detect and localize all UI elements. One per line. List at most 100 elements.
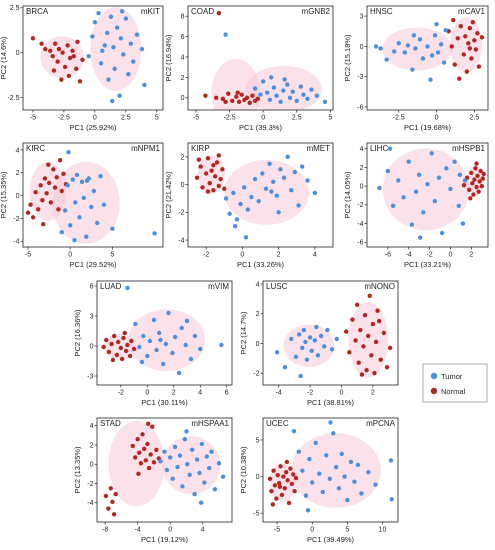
point-normal-2 <box>350 317 355 322</box>
x-axis-label: PC1 (25.92%) <box>69 123 117 132</box>
plot-area-lusc <box>274 293 393 379</box>
point-tumor-2 <box>137 344 142 350</box>
point-normal-10 <box>476 189 481 194</box>
point-tumor-14 <box>325 327 330 333</box>
point-tumor-15 <box>126 71 131 77</box>
point-tumor-11 <box>117 93 122 98</box>
point-tumor-6 <box>409 222 415 227</box>
point-normal-9 <box>62 64 68 70</box>
point-tumor-10 <box>285 82 290 87</box>
point-normal-1 <box>28 202 33 207</box>
plot-frame-coad <box>187 5 334 111</box>
x-tick-label: 5 <box>328 115 332 122</box>
point-tumor-6 <box>303 339 308 345</box>
point-normal-10 <box>469 56 474 61</box>
legend-marker-tumor <box>430 372 438 380</box>
point-normal-9 <box>121 335 126 341</box>
panel-title: BRCA <box>26 7 49 16</box>
x-axis-label: PC1 (33.26%) <box>237 260 285 269</box>
panel-gene: mVIM <box>208 282 229 291</box>
point-tumor-13 <box>121 52 126 57</box>
point-tumor-19 <box>322 99 328 105</box>
point-normal-0 <box>343 329 349 334</box>
point-tumor-6 <box>74 172 80 178</box>
point-tumor-26 <box>305 508 311 513</box>
point-tumor-18 <box>314 324 319 330</box>
point-tumor-0 <box>90 34 95 39</box>
panel-lihc: -6 -4 -2 0 2 -6 -4 -2 0 2 4 LIHC mHSPB1 PC1 (33.21%) P… <box>343 142 489 269</box>
point-tumor-18 <box>285 154 290 160</box>
point-normal-1 <box>106 506 111 511</box>
point-tumor-8 <box>307 335 313 340</box>
point-tumor-27 <box>276 210 281 215</box>
point-tumor-22 <box>216 461 222 466</box>
panel-lusc: -4 -2 0 2 -2 0 2 4 LUSC mNONO PC1 (38.81%) PC2 (14.… <box>239 280 399 407</box>
plot-area-kirp <box>194 153 318 240</box>
point-normal-18 <box>381 330 387 336</box>
point-tumor-3 <box>260 79 266 84</box>
x-axis-label: PC1 (39.3%) <box>239 123 282 132</box>
point-normal-15 <box>110 357 116 363</box>
point-tumor-20 <box>84 178 90 183</box>
point-normal-17 <box>80 57 85 62</box>
point-tumor-24 <box>388 458 394 463</box>
panel-title: KIRP <box>191 144 210 153</box>
x-tick-label: 2.5 <box>121 115 131 122</box>
point-tumor-16 <box>128 41 133 46</box>
point-normal-18 <box>467 46 473 51</box>
point-normal-14 <box>74 66 79 71</box>
x-axis-label: PC1 (39.49%) <box>307 535 355 544</box>
point-tumor-5 <box>267 97 273 103</box>
point-tumor-6 <box>241 185 247 190</box>
point-tumor-13 <box>267 161 272 166</box>
point-tumor-9 <box>160 361 166 367</box>
y-tick-label: 6 <box>90 283 94 290</box>
point-tumor-16 <box>199 441 205 447</box>
point-tumor-18 <box>352 479 357 484</box>
point-tumor-8 <box>278 99 283 105</box>
panel-title: UCEC <box>266 419 289 428</box>
point-tumor-10 <box>420 56 426 61</box>
y-tick-label: 3 <box>360 13 364 20</box>
point-normal-14 <box>475 31 480 36</box>
point-tumor-13 <box>322 344 327 349</box>
point-tumor-3 <box>68 223 73 228</box>
point-normal-3 <box>353 338 358 343</box>
point-tumor-12 <box>189 447 195 452</box>
point-tumor-15 <box>438 42 444 47</box>
point-normal-4 <box>112 333 117 339</box>
point-tumor-2 <box>96 10 101 16</box>
point-tumor-10 <box>327 476 332 481</box>
y-tick-label: -2 <box>357 202 363 209</box>
point-normal-11 <box>66 73 72 79</box>
point-normal-17 <box>292 489 297 494</box>
point-normal-15 <box>235 90 240 95</box>
point-tumor-4 <box>307 456 312 462</box>
point-normal-9 <box>214 160 220 165</box>
panel-title: LUAD <box>100 282 122 291</box>
point-tumor-17 <box>281 175 287 180</box>
y-tick-label: -4 <box>13 239 19 246</box>
point-tumor-7 <box>317 471 322 476</box>
point-tumor-12 <box>428 77 433 82</box>
point-tumor-15 <box>274 193 280 198</box>
point-tumor-0 <box>59 229 64 235</box>
point-normal-21 <box>146 421 151 426</box>
point-tumor-2 <box>384 57 389 62</box>
point-normal-17 <box>481 171 487 177</box>
point-tumor-22 <box>457 172 463 178</box>
point-tumor-9 <box>309 348 314 354</box>
point-normal-2 <box>108 486 114 491</box>
point-tumor-10 <box>114 25 120 30</box>
point-tumor-23 <box>417 235 423 240</box>
y-tick-label: 0 <box>256 474 260 481</box>
point-normal-16 <box>255 96 261 101</box>
point-tumor-15 <box>197 470 202 476</box>
point-tumor-3 <box>141 333 146 339</box>
y-tick-label: 4 <box>181 54 185 61</box>
point-normal-1 <box>216 10 222 16</box>
x-tick-label: 4 <box>313 252 317 259</box>
point-normal-21 <box>359 372 365 377</box>
plot-frame-luad <box>96 280 233 386</box>
point-normal-10 <box>365 333 371 339</box>
